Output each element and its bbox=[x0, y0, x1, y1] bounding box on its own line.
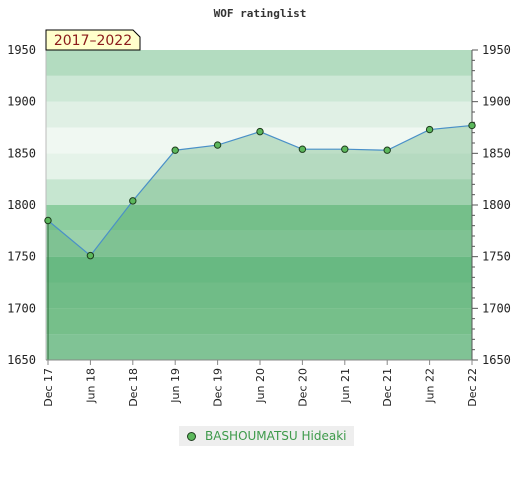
band bbox=[46, 334, 472, 360]
y-tick-label-left: 1900 bbox=[7, 95, 36, 109]
y-tick-label-left: 1850 bbox=[7, 146, 36, 160]
y-tick-label-right: 1700 bbox=[482, 301, 511, 315]
data-point bbox=[129, 197, 137, 205]
legend-marker-icon bbox=[187, 431, 196, 441]
data-point bbox=[468, 121, 476, 130]
background-bands bbox=[46, 50, 472, 360]
legend: BASHOUMATSU Hideaki bbox=[179, 426, 355, 446]
band bbox=[46, 205, 472, 231]
x-tick-label: Jun 19 bbox=[169, 368, 182, 404]
band bbox=[46, 282, 472, 309]
period-badge: 2017–2022 bbox=[45, 29, 141, 51]
y-tick-label-right: 1900 bbox=[482, 95, 511, 109]
data-point bbox=[86, 251, 95, 260]
band bbox=[46, 256, 472, 283]
band bbox=[46, 230, 472, 257]
y-tick-label-left: 1800 bbox=[7, 198, 36, 212]
x-tick-label: Dec 21 bbox=[381, 368, 394, 407]
data-point bbox=[425, 125, 434, 134]
band bbox=[46, 179, 472, 205]
y-tick-label-left: 1950 bbox=[7, 43, 36, 57]
y-axis-right-labels: 1650 1700 1750 1800 1850 1900 1950 bbox=[482, 43, 511, 367]
data-point bbox=[256, 127, 264, 136]
chart-title: WOF ratinglist bbox=[214, 7, 307, 20]
band bbox=[46, 101, 472, 128]
y-tick-label-right: 1750 bbox=[482, 250, 511, 264]
y-tick-label-right: 1850 bbox=[482, 146, 511, 160]
band bbox=[46, 153, 472, 180]
y-tick-label-left: 1750 bbox=[7, 250, 36, 264]
x-tick-label: Dec 17 bbox=[42, 368, 55, 407]
band bbox=[46, 75, 472, 102]
x-tick-label: Dec 18 bbox=[127, 368, 140, 407]
y-tick-label-left: 1700 bbox=[7, 301, 36, 315]
band bbox=[46, 308, 472, 335]
y-tick-label-left: 1650 bbox=[7, 353, 36, 367]
y-tick-label-right: 1950 bbox=[482, 43, 511, 57]
axes bbox=[45, 49, 478, 365]
legend-series-label: BASHOUMATSU Hideaki bbox=[205, 429, 347, 443]
x-tick-label: Jun 20 bbox=[254, 368, 267, 404]
data-point bbox=[341, 145, 349, 153]
x-tick-label: Dec 19 bbox=[212, 368, 225, 407]
data-point bbox=[171, 146, 179, 154]
y-axis-left-labels: 1650 1700 1750 1800 1850 1900 1950 bbox=[7, 43, 36, 367]
data-point bbox=[213, 141, 222, 149]
data-points bbox=[44, 121, 476, 260]
series-area bbox=[48, 125, 472, 360]
data-point bbox=[44, 216, 52, 225]
period-badge-label: 2017–2022 bbox=[54, 33, 132, 49]
y-tick-label-right: 1800 bbox=[482, 198, 511, 212]
x-tick-label: Dec 20 bbox=[296, 368, 309, 407]
x-tick-label: Jun 18 bbox=[84, 368, 97, 404]
y-tick-label-right: 1650 bbox=[482, 353, 511, 367]
x-axis-labels: Dec 17 Jun 18 Dec 18 Jun 19 Dec 19 Jun 20 Dec … bbox=[42, 368, 479, 407]
band bbox=[46, 50, 472, 76]
x-tick-label: Jun 21 bbox=[339, 368, 352, 404]
data-point bbox=[298, 145, 307, 153]
x-tick-label: Jun 22 bbox=[424, 368, 437, 404]
data-point bbox=[383, 146, 391, 154]
x-tick-label: Dec 22 bbox=[466, 368, 479, 407]
